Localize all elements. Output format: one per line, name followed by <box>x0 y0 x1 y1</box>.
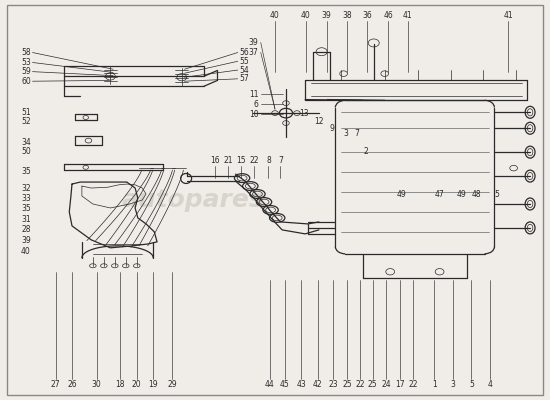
Text: 48: 48 <box>472 190 482 198</box>
Text: 16: 16 <box>210 156 219 166</box>
Text: 56: 56 <box>239 48 249 57</box>
Text: 4: 4 <box>488 380 492 389</box>
Text: 15: 15 <box>236 156 246 166</box>
Text: 3: 3 <box>344 128 349 138</box>
Text: 26: 26 <box>67 380 77 389</box>
Text: 7: 7 <box>278 156 283 166</box>
Text: 58: 58 <box>21 48 31 57</box>
Text: 38: 38 <box>343 11 352 20</box>
Text: 41: 41 <box>503 11 513 20</box>
Text: 53: 53 <box>21 58 31 67</box>
Text: 39: 39 <box>249 38 258 47</box>
Text: 35: 35 <box>21 204 31 213</box>
Text: 37: 37 <box>249 48 258 57</box>
Text: 10: 10 <box>249 110 258 119</box>
Text: 46: 46 <box>383 11 393 20</box>
Text: 19: 19 <box>148 380 158 389</box>
Text: 45: 45 <box>280 380 290 389</box>
Text: 40: 40 <box>270 11 280 20</box>
Text: 42: 42 <box>313 380 323 389</box>
Text: 23: 23 <box>328 380 338 389</box>
Text: autopares: autopares <box>122 188 264 212</box>
Text: 22: 22 <box>249 156 259 166</box>
Text: 24: 24 <box>381 380 390 389</box>
Text: 44: 44 <box>265 380 274 389</box>
Text: 5: 5 <box>495 190 499 198</box>
Text: 33: 33 <box>21 194 31 203</box>
Text: 18: 18 <box>116 380 125 389</box>
Text: 28: 28 <box>21 225 31 234</box>
Text: 55: 55 <box>239 57 249 66</box>
Text: 21: 21 <box>223 156 233 166</box>
Text: 47: 47 <box>434 190 444 198</box>
Text: 32: 32 <box>21 184 31 193</box>
Text: 34: 34 <box>21 138 31 147</box>
Text: 40: 40 <box>301 11 311 20</box>
Text: 2: 2 <box>363 147 368 156</box>
Text: 31: 31 <box>21 215 31 224</box>
Text: 59: 59 <box>21 67 31 76</box>
Text: 41: 41 <box>403 11 412 20</box>
Text: 3: 3 <box>451 380 456 389</box>
Text: 49: 49 <box>397 190 406 198</box>
Text: 12: 12 <box>315 116 324 126</box>
Text: 13: 13 <box>300 109 309 118</box>
Text: 7: 7 <box>355 128 359 138</box>
Text: 54: 54 <box>239 66 249 74</box>
Text: 22: 22 <box>409 380 418 389</box>
Text: 43: 43 <box>296 380 306 389</box>
Text: 36: 36 <box>362 11 372 20</box>
Text: 1: 1 <box>432 380 437 389</box>
Text: 52: 52 <box>21 116 31 126</box>
Text: 50: 50 <box>21 147 31 156</box>
Text: 29: 29 <box>167 380 177 389</box>
Text: 6: 6 <box>254 100 258 109</box>
Text: 22: 22 <box>355 380 365 389</box>
Text: 39: 39 <box>21 236 31 245</box>
Text: 39: 39 <box>322 11 332 20</box>
Text: 57: 57 <box>239 74 249 83</box>
Text: 35: 35 <box>21 167 31 176</box>
Text: 40: 40 <box>21 246 31 256</box>
Text: 11: 11 <box>249 90 258 99</box>
Text: 5: 5 <box>469 380 474 389</box>
Text: 27: 27 <box>51 380 60 389</box>
Text: 8: 8 <box>266 156 271 166</box>
Text: 60: 60 <box>21 77 31 86</box>
Text: 9: 9 <box>330 124 335 133</box>
Text: 25: 25 <box>343 380 352 389</box>
Text: 25: 25 <box>368 380 377 389</box>
Text: 30: 30 <box>92 380 102 389</box>
Text: 51: 51 <box>21 108 31 117</box>
Text: 49: 49 <box>456 190 466 198</box>
Text: 17: 17 <box>395 380 405 389</box>
Text: 20: 20 <box>132 380 141 389</box>
